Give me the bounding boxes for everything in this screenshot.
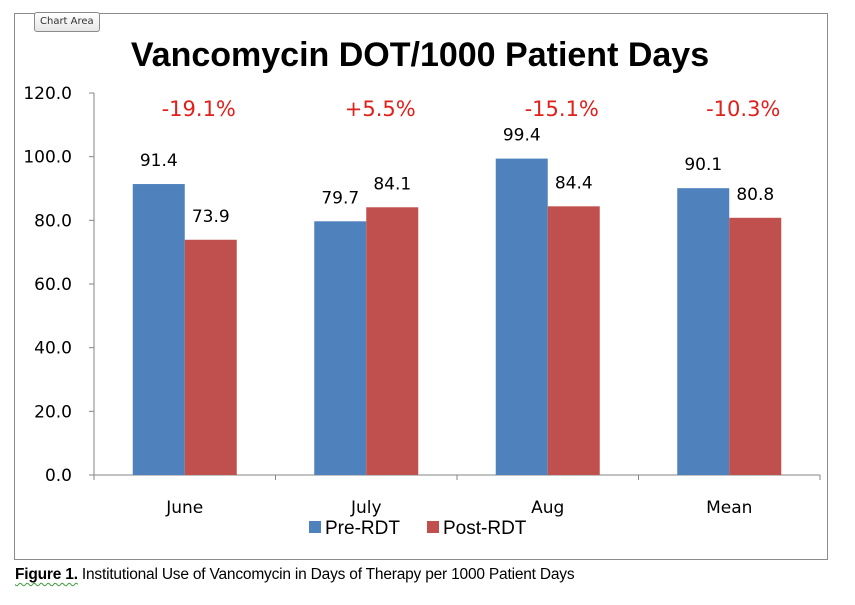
legend-swatch-post-rdt bbox=[427, 521, 439, 533]
y-tick-label: 20.0 bbox=[34, 402, 72, 422]
percent-change-annotation: -15.1% bbox=[525, 97, 599, 121]
y-tick-label: 60.0 bbox=[34, 275, 72, 295]
data-label: 84.1 bbox=[373, 174, 411, 194]
x-tick-label: June bbox=[165, 498, 203, 518]
figure-caption: Figure 1. Institutional Use of Vancomyci… bbox=[15, 566, 575, 584]
data-label: 84.4 bbox=[555, 173, 593, 193]
chart-area-tooltip: Chart Area bbox=[34, 12, 100, 32]
bar-post-rdt bbox=[729, 217, 782, 475]
data-label: 79.7 bbox=[321, 188, 359, 208]
bar-post-rdt bbox=[184, 239, 237, 475]
legend-label: Post-RDT bbox=[443, 518, 527, 539]
y-tick-label: 80.0 bbox=[34, 211, 72, 231]
data-label: 80.8 bbox=[736, 185, 774, 205]
bar-pre-rdt bbox=[495, 158, 548, 475]
figure-label: Figure 1. bbox=[15, 566, 78, 583]
percent-change-annotation: -10.3% bbox=[706, 97, 780, 121]
y-tick-label: 100.0 bbox=[23, 148, 72, 168]
caption-text: Institutional Use of Vancomycin in Days … bbox=[77, 566, 575, 583]
legend-label: Pre-RDT bbox=[325, 518, 400, 539]
y-tick-label: 40.0 bbox=[34, 339, 72, 359]
bar-pre-rdt bbox=[314, 221, 367, 475]
legend-swatch-pre-rdt bbox=[309, 521, 321, 533]
bar-pre-rdt bbox=[132, 184, 185, 475]
data-label: 99.4 bbox=[503, 126, 541, 146]
y-tick-label: 120.0 bbox=[23, 84, 72, 104]
x-tick-label: Aug bbox=[531, 498, 564, 518]
bar-post-rdt bbox=[366, 207, 419, 475]
bar-post-rdt bbox=[547, 206, 600, 475]
x-tick-label: Mean bbox=[706, 498, 752, 518]
y-tick-label: 0.0 bbox=[45, 466, 72, 486]
percent-change-annotation: +5.5% bbox=[345, 97, 416, 121]
bar-pre-rdt bbox=[677, 188, 730, 475]
data-label: 90.1 bbox=[684, 155, 722, 175]
data-label: 73.9 bbox=[192, 207, 230, 227]
data-label: 91.4 bbox=[140, 151, 178, 171]
percent-change-annotation: -19.1% bbox=[162, 97, 236, 121]
x-tick-label: July bbox=[350, 498, 382, 518]
chart-title: Vancomycin DOT/1000 Patient Days bbox=[131, 36, 709, 74]
